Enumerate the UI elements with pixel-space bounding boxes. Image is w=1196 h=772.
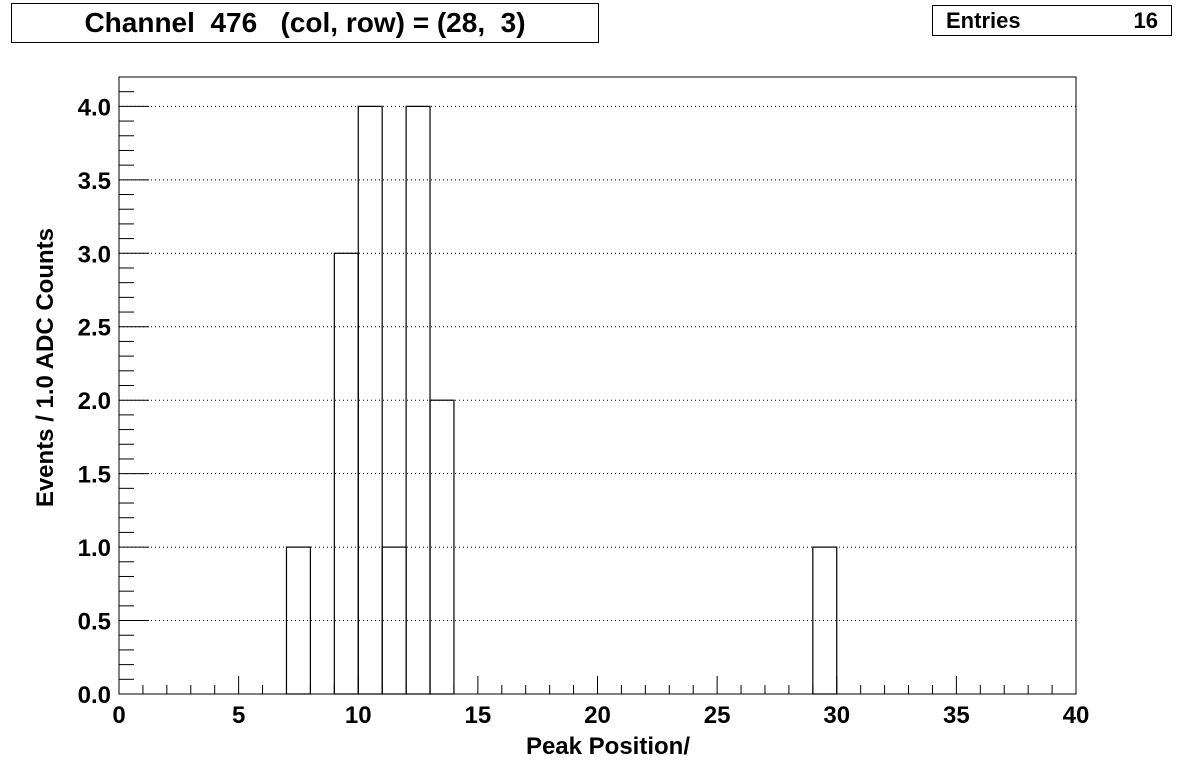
grid-lines bbox=[119, 105, 1076, 622]
x-tick-label: 10 bbox=[345, 702, 372, 729]
histogram-bar bbox=[381, 546, 407, 695]
y-tick-label: 3.0 bbox=[78, 241, 111, 268]
y-tick-label: 2.5 bbox=[78, 315, 111, 342]
histogram-bar bbox=[429, 399, 455, 695]
chart-title: Channel 476 (col, row) = (28, 3) bbox=[11, 3, 599, 43]
histogram-bar bbox=[812, 546, 838, 695]
histogram-bar bbox=[357, 105, 383, 695]
histogram-bar bbox=[285, 546, 312, 695]
x-tick-label: 20 bbox=[584, 702, 611, 729]
histogram-bar bbox=[333, 252, 359, 695]
x-tick-label: 25 bbox=[704, 702, 731, 729]
y-tick-label: 1.0 bbox=[78, 535, 111, 562]
x-tick-label: 35 bbox=[943, 702, 970, 729]
tick-labels: 0 5 10 15 20 25 30 35 40 0.0 0.5 1.0 1.5 2.0 2.5 3.0 3.5… bbox=[78, 94, 1090, 729]
x-tick-label: 30 bbox=[823, 702, 850, 729]
histogram-bar bbox=[405, 105, 431, 695]
x-tick-label: 0 bbox=[112, 702, 125, 729]
y-tick-label: 2.0 bbox=[78, 388, 111, 415]
x-tick-label: 40 bbox=[1063, 702, 1090, 729]
stats-entries-value: 16 bbox=[1133, 8, 1158, 33]
y-tick-label: 4.0 bbox=[78, 94, 111, 121]
histogram-bars bbox=[285, 105, 838, 695]
y-tick-label: 1.5 bbox=[78, 462, 111, 489]
x-tick-label: 15 bbox=[465, 702, 492, 729]
y-tick-label: 0.0 bbox=[78, 682, 111, 709]
y-axis-label: Events / 1.0 ADC Counts bbox=[32, 228, 59, 507]
y-tick-label: 3.5 bbox=[78, 168, 111, 195]
axis-ticks bbox=[118, 76, 1077, 695]
x-tick-label: 5 bbox=[232, 702, 245, 729]
stats-box: Entries 16 bbox=[932, 5, 1172, 36]
y-tick-label: 0.5 bbox=[78, 609, 111, 636]
x-axis-label: Peak Position/ bbox=[526, 733, 690, 760]
stats-entries-label: Entries bbox=[946, 8, 1021, 33]
plot-frame bbox=[118, 76, 1077, 695]
